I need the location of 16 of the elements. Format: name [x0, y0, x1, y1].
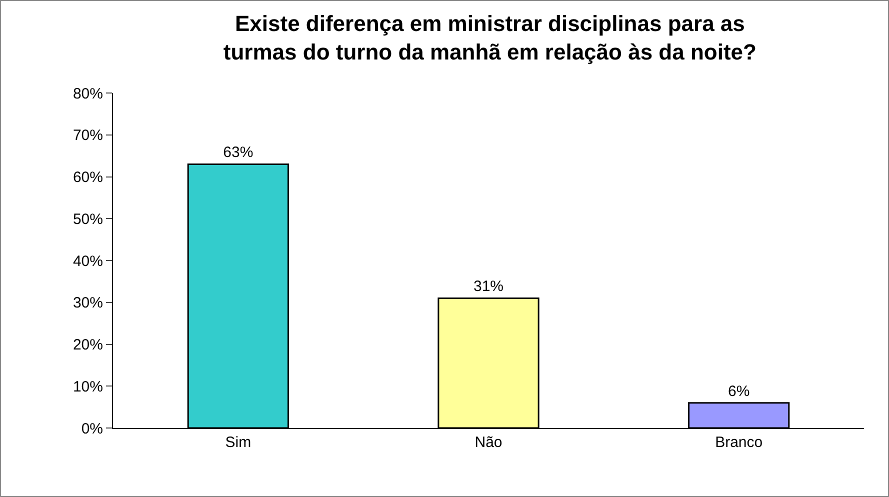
x-tick-label: Não: [474, 434, 502, 451]
y-tick-label: 50%: [72, 210, 103, 228]
data-label: 31%: [473, 278, 504, 296]
y-tick-label: 10%: [72, 378, 103, 396]
data-label: 6%: [728, 382, 750, 400]
x-tick-label: Branco: [715, 434, 763, 451]
y-tick-label: 40%: [72, 252, 103, 270]
y-tick-label: 20%: [72, 336, 103, 354]
y-tick-label: 30%: [72, 294, 103, 312]
chart-title: Existe diferença em ministrar disciplinas para as turmas do turno da manhã em relação às da noite?: [223, 10, 756, 64]
y-tick-label: 60%: [72, 169, 103, 186]
data-label: 63%: [223, 144, 254, 162]
y-tick-label: 80%: [72, 85, 103, 102]
y-tick-label: 0%: [81, 420, 103, 438]
x-tick-label: Sim: [225, 434, 252, 451]
y-tick-label: 70%: [72, 127, 103, 144]
